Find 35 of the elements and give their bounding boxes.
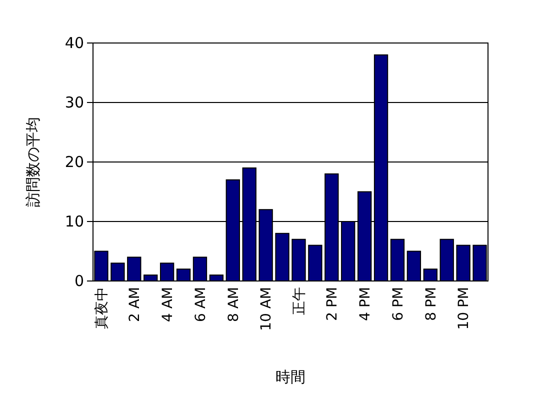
x-tick-label: 8 PM xyxy=(423,287,440,321)
bar xyxy=(406,250,422,282)
bar xyxy=(192,256,208,282)
y-tick-label: 40 xyxy=(64,34,84,52)
bar xyxy=(144,274,158,282)
bar xyxy=(110,262,125,282)
x-tick-label: 2 PM xyxy=(324,287,341,321)
bar xyxy=(390,238,405,282)
x-tick-label: 4 PM xyxy=(357,287,374,321)
x-tick-label: 10 PM xyxy=(456,287,472,330)
bar xyxy=(127,256,142,282)
x-tick-label: 6 AM xyxy=(192,287,209,322)
y-axis-title: 訪問数の平均 xyxy=(24,117,42,207)
x-tick-label: 正午 xyxy=(292,287,308,315)
x-tick-label: 6 PM xyxy=(390,287,406,321)
y-tick-label: 0 xyxy=(74,272,84,290)
bar xyxy=(308,244,322,282)
x-tick-label: 4 AM xyxy=(160,287,176,322)
y-tick-label: 30 xyxy=(64,93,84,112)
bar xyxy=(440,238,454,282)
bar xyxy=(423,268,438,282)
y-tick-label: 10 xyxy=(64,212,84,230)
x-tick-label: 真夜中 xyxy=(94,287,110,329)
bar xyxy=(176,268,191,282)
bar xyxy=(292,238,306,282)
x-tick-label: 10 AM xyxy=(258,287,275,331)
x-tick-label: 8 AM xyxy=(226,287,242,322)
y-tick-label: 20 xyxy=(64,152,84,171)
bar xyxy=(275,232,290,282)
bar xyxy=(209,274,224,282)
x-axis-title: 時間 xyxy=(276,368,306,386)
bar xyxy=(456,244,470,282)
bar xyxy=(160,262,174,282)
x-tick-label: 2 AM xyxy=(127,287,144,322)
bar xyxy=(94,250,108,282)
